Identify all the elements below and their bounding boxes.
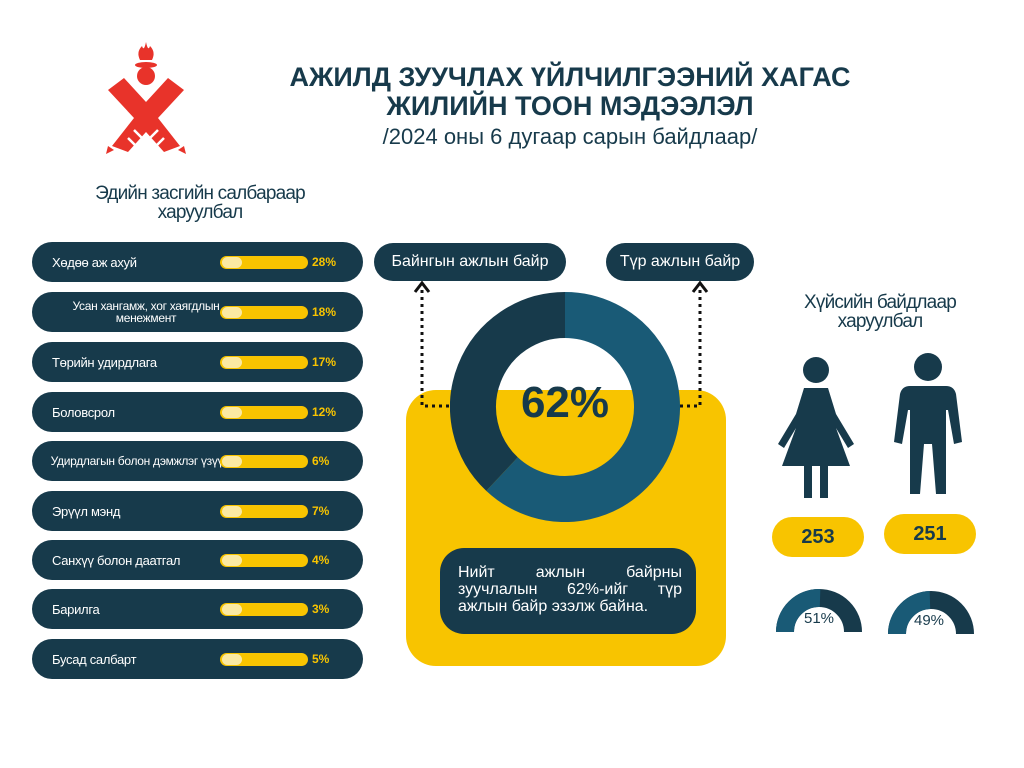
data-label: 12%: [312, 405, 337, 419]
bar-track: [220, 356, 308, 369]
gender-title-line1: Хүйсийн байдлаар: [804, 292, 957, 313]
arrow-up-icon: [413, 280, 431, 293]
bar-fill: [222, 407, 242, 418]
connector-lines: [413, 280, 709, 408]
male-count: 251: [884, 514, 976, 554]
logo-icon: [106, 42, 186, 154]
female-percent: 51%: [804, 610, 835, 627]
male-icon: [894, 353, 962, 494]
donut-slice-temporary: [486, 292, 680, 522]
temporary-job-tag: Түр ажлын байр: [606, 243, 754, 281]
data-label: 18%: [312, 305, 337, 319]
page-title-line2: ЖИЛИЙН ТООН МЭДЭЭЛЭЛ: [386, 91, 754, 121]
sector-label: Усан хангамж, хог хаягдлын менежмент: [72, 299, 220, 325]
sector-label: Удирдлагын болон дэмжлэг үзүүлэх: [50, 454, 242, 468]
sector-label: Санхүү болон даатгал: [52, 552, 181, 568]
bar-fill: [222, 257, 242, 268]
bar-fill: [222, 654, 242, 665]
male-gauge-fill: [888, 591, 931, 635]
bar-fill: [222, 555, 242, 566]
female-count: 253: [772, 517, 864, 557]
sector-label: Бусад салбарт: [52, 651, 137, 667]
bar-track: [220, 455, 308, 468]
note-text: Нийт ажлын байрны зуучлалын 62%-ийг түр …: [458, 564, 682, 615]
sector-label: Эрүүл мэнд: [52, 503, 121, 519]
bar-track: [220, 603, 308, 616]
data-label: 4%: [312, 553, 330, 567]
female-gauge: [776, 589, 862, 633]
sector-label: Барилга: [52, 601, 100, 617]
sector-row: Барилга 3%: [32, 589, 363, 629]
bar-track: [220, 653, 308, 666]
sector-label: Төрийн удирдлага: [52, 354, 157, 370]
bar-fill: [222, 506, 242, 517]
sector-row: Төрийн удирдлага 17%: [32, 342, 363, 382]
sectors-title-line2: харуулбал: [157, 202, 244, 223]
sector-row: Хөдөө аж ахуй 28%: [32, 242, 363, 282]
male-percent: 49%: [914, 612, 945, 629]
job-type-donut: [450, 292, 680, 522]
donut-center-value: 62%: [520, 378, 610, 427]
donut-slice-permanent: [450, 292, 566, 491]
sector-label: Боловсрол: [52, 404, 115, 420]
data-label: 28%: [312, 255, 337, 269]
bar-fill: [222, 307, 242, 318]
data-label: 7%: [312, 504, 330, 518]
note-box: Нийт ажлын байрны зуучлалын 62%-ийг түр …: [440, 548, 696, 634]
sector-row: Бусад салбарт 5%: [32, 639, 363, 679]
data-label: 17%: [312, 355, 337, 369]
sector-row: Боловсрол 12%: [32, 392, 363, 432]
male-gauge: [888, 591, 974, 635]
sector-row: Удирдлагын болон дэмжлэг үзүүлэх 6%: [32, 441, 363, 481]
data-label: 6%: [312, 454, 330, 468]
bar-track: [220, 554, 308, 567]
sector-row: Санхүү болон даатгал 4%: [32, 540, 363, 580]
arrow-up-icon: [691, 280, 709, 293]
bar-track: [220, 406, 308, 419]
page-title-line1: АЖИЛД ЗУУЧЛАХ ҮЙЛЧИЛГЭЭНИЙ ХАГАС: [289, 62, 851, 92]
bar-fill: [222, 357, 242, 368]
bar-track: [220, 505, 308, 518]
bar-track: [220, 306, 308, 319]
sectors-title-line1: Эдийн засгийн салбараар: [95, 183, 306, 204]
female-gauge-fill: [776, 589, 821, 633]
sector-label: Хөдөө аж ахуй: [52, 254, 137, 270]
page-subtitle: /2024 оны 6 дугаар сарын байдлаар/: [382, 124, 758, 149]
data-label: 5%: [312, 652, 330, 666]
bar-fill: [222, 604, 242, 615]
bar-fill: [222, 456, 242, 467]
female-icon: [778, 357, 854, 498]
gender-title-line2: харуулбал: [837, 311, 924, 332]
data-label: 3%: [312, 602, 330, 616]
sector-row: Усан хангамж, хог хаягдлын менежмент 18%: [32, 292, 363, 332]
sector-row: Эрүүл мэнд 7%: [32, 491, 363, 531]
permanent-job-tag: Байнгын ажлын байр: [374, 243, 566, 281]
bar-track: [220, 256, 308, 269]
